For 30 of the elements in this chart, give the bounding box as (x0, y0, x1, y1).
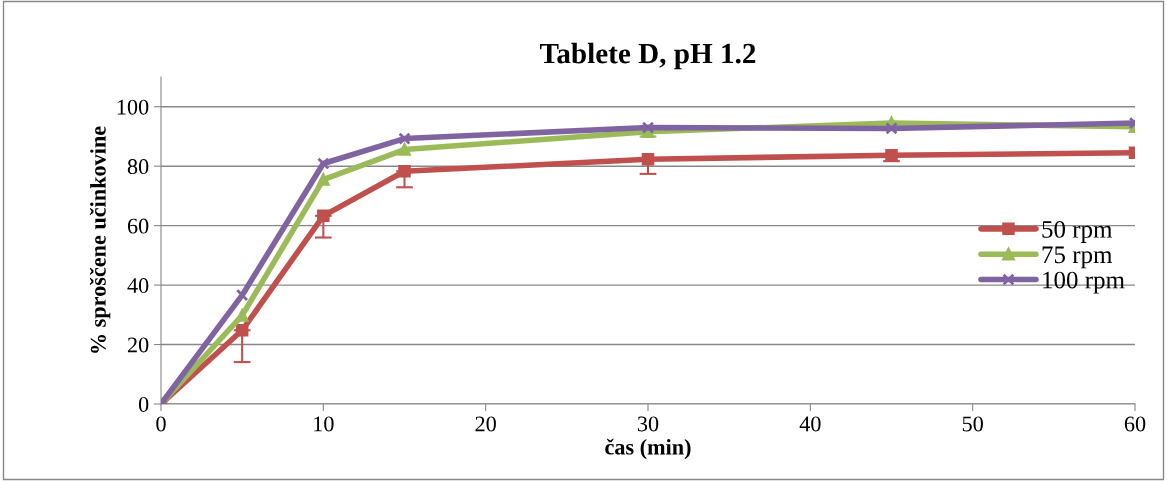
point (885, 148, 898, 162)
point (641, 121, 655, 134)
point (398, 132, 411, 145)
x-tick-label: 30 (637, 416, 659, 432)
chart-title: Tablete D, pH 1.2 (540, 42, 756, 70)
point (317, 209, 330, 223)
legend-label: 50 rpm (1042, 220, 1113, 243)
x-tick-label: 60 (1124, 416, 1146, 432)
y-tick-label: 80 (127, 159, 149, 175)
point (235, 309, 249, 322)
x-tick-label: 20 (475, 416, 496, 432)
y-axis-title: % sproščene učinkovine (89, 126, 111, 353)
x-tick-label: 40 (799, 416, 821, 432)
y-tick-label: 60 (127, 218, 149, 234)
point (235, 324, 249, 337)
x-tick-label: 0 (156, 416, 166, 432)
legend-label: 75 rpm (1042, 246, 1113, 269)
x-tick-label: 10 (314, 416, 334, 432)
legend-label: 100 rpm (1043, 271, 1125, 294)
point (317, 157, 330, 170)
y-tick-label: 40 (127, 278, 149, 294)
x-axis-title: čas (min) (605, 438, 691, 460)
point (641, 153, 655, 166)
point (398, 164, 411, 178)
y-tick-label: 100 (117, 99, 149, 115)
y-tick-label: 20 (127, 337, 149, 353)
y-tick-label: 0 (138, 396, 149, 412)
point (885, 122, 898, 135)
point (235, 288, 249, 302)
x-tick-label: 50 (962, 416, 983, 432)
